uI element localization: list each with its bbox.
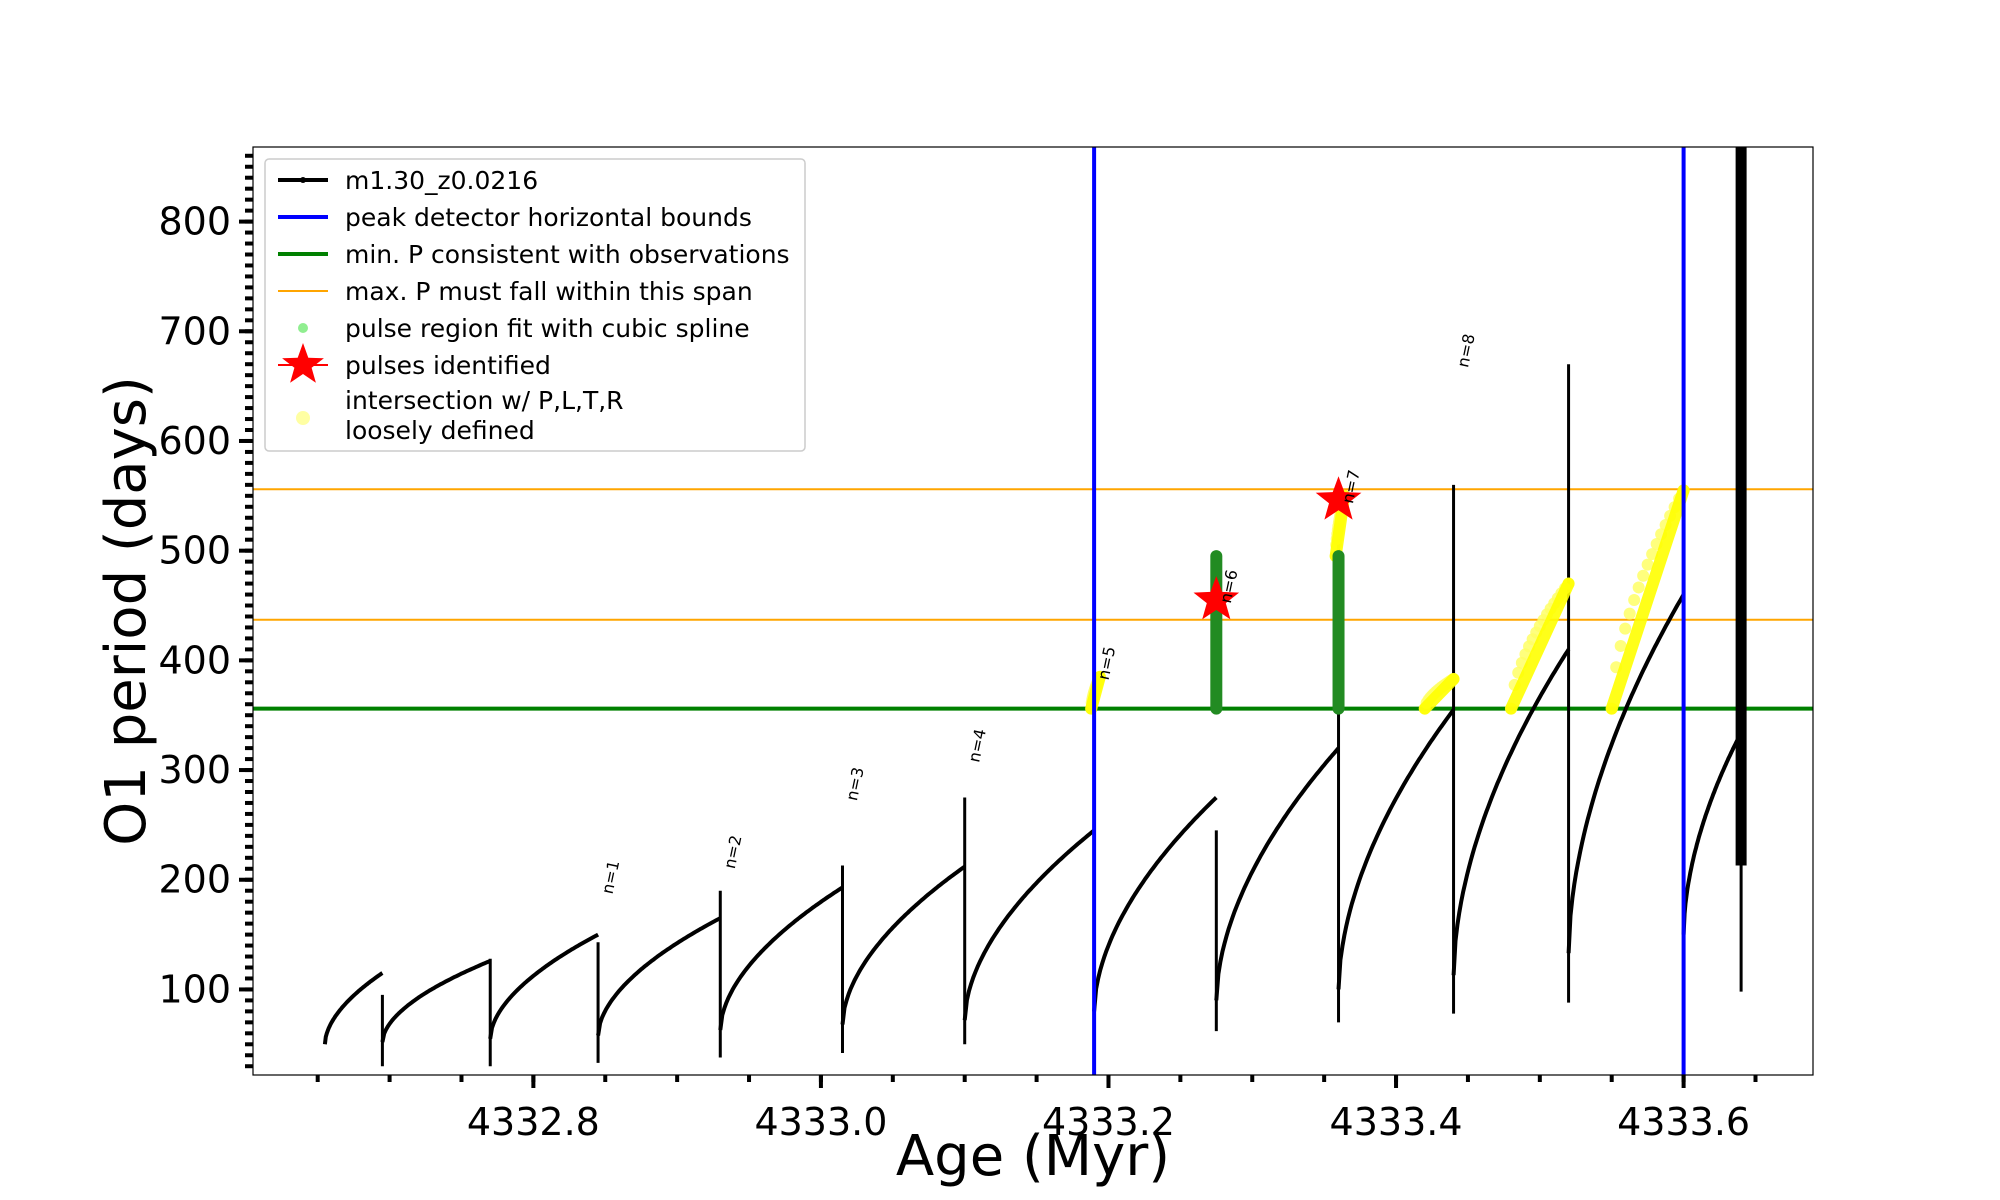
axes: 4332.8 4333.0 4333.2 4333.4 4333.6 100 200 300 4…	[158, 153, 1758, 1144]
series-line	[1681, 731, 1743, 935]
legend-marker	[298, 323, 308, 333]
series-line	[1451, 648, 1571, 976]
series-line	[322, 971, 384, 1045]
y-tick-label: 700	[158, 309, 231, 353]
plot-area	[253, 147, 1813, 1075]
x-tick-label: 4332.8	[467, 1100, 600, 1144]
series-line	[1566, 593, 1686, 954]
y-axis-label: O1 period (days)	[94, 376, 159, 846]
y-tick-label: 100	[158, 967, 231, 1011]
y-tick-label: 800	[158, 200, 231, 244]
plot-frame	[252, 146, 1814, 1076]
legend-label: pulse region fit with cubic spline	[345, 314, 750, 343]
legend-label: loosely defined	[345, 416, 535, 445]
legend-label: m1.30_z0.0216	[345, 166, 538, 195]
series-line	[1214, 746, 1341, 1001]
y-tick-label: 500	[158, 529, 231, 573]
legend-box	[264, 158, 806, 452]
x-tick-label: 4333.2	[1042, 1100, 1175, 1144]
legend-marker	[296, 411, 310, 425]
pulse-star	[1315, 476, 1362, 520]
intersection-point	[1623, 607, 1636, 620]
series-line	[840, 864, 966, 1025]
legend-marker	[300, 177, 306, 183]
series-line	[488, 932, 600, 1040]
series-line	[1092, 796, 1218, 1012]
intersection-region	[1605, 484, 1690, 715]
legend-marker	[282, 343, 324, 383]
x-tick-label: 4333.4	[1330, 1100, 1463, 1144]
intersection-point	[1628, 593, 1641, 606]
intersection-point	[1646, 548, 1659, 561]
intersection-point	[1614, 639, 1627, 652]
legend-label: peak detector horizontal bounds	[345, 203, 752, 232]
series-line	[962, 828, 1096, 1021]
legend-label: min. P consistent with observations	[345, 240, 790, 269]
intersection-region	[1418, 673, 1460, 715]
y-tick-label: 300	[158, 748, 231, 792]
intersection-point	[1619, 622, 1632, 635]
legend-label: pulses identified	[345, 351, 551, 380]
y-tick-label: 600	[158, 419, 231, 463]
series-line	[718, 885, 844, 1031]
x-tick-label: 4333.0	[754, 1100, 887, 1144]
intersection-region	[1505, 577, 1575, 715]
y-tick-label: 400	[158, 638, 231, 682]
pulse-star	[1193, 576, 1240, 620]
intersection-point	[1637, 569, 1650, 582]
series-line	[1336, 708, 1456, 990]
series-line	[596, 916, 722, 1036]
intersection-point	[1641, 558, 1654, 571]
intersection-point	[1632, 581, 1645, 594]
x-axis-label: Age (Myr)	[896, 1124, 1170, 1189]
series-line	[380, 959, 492, 1043]
x-tick-label: 4333.6	[1617, 1100, 1750, 1144]
y-tick-label: 200	[158, 858, 231, 902]
legend-label: intersection w/ P,L,T,R	[345, 386, 624, 415]
legend-label: max. P must fall within this span	[345, 277, 753, 306]
